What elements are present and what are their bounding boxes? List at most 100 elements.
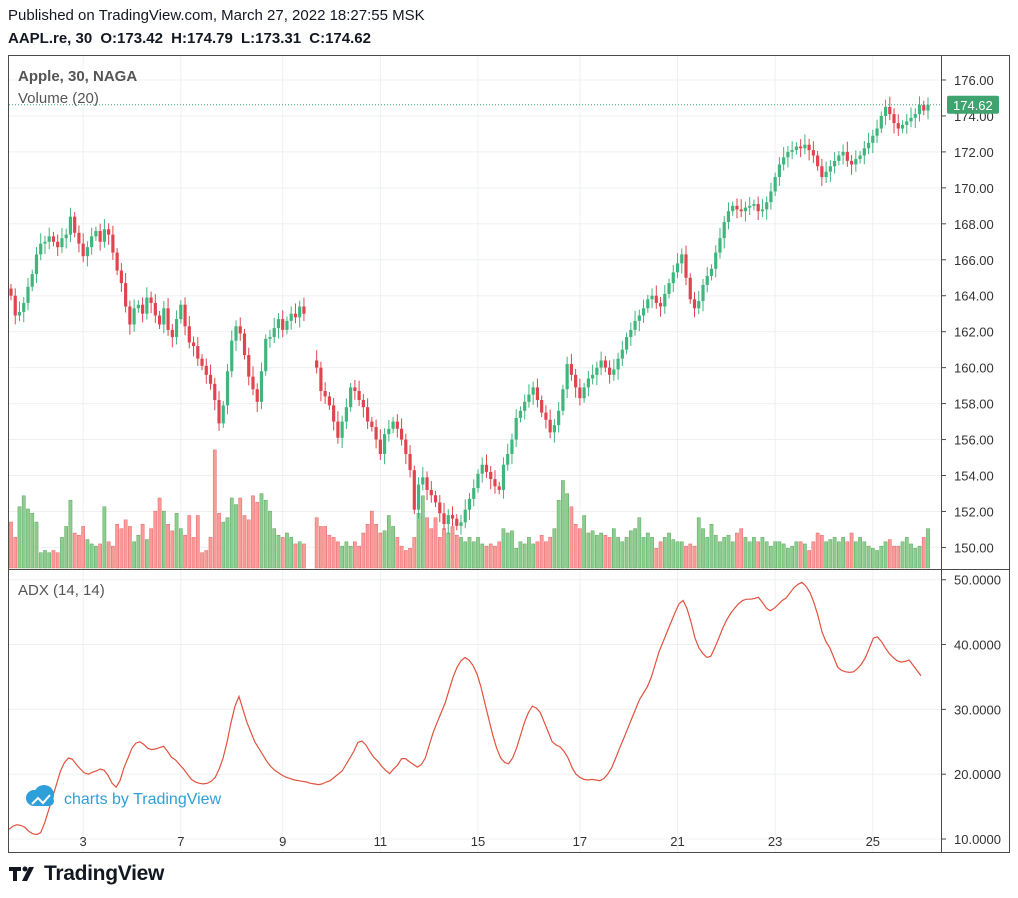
volume-bar (280, 537, 285, 569)
volume-bar (399, 545, 404, 569)
volume-bar (781, 543, 786, 569)
candle-body (841, 151, 845, 156)
candle-body (336, 421, 340, 438)
candle-body (64, 234, 68, 239)
candle-body (247, 355, 251, 377)
candle-body (416, 484, 421, 510)
volume-bar (55, 552, 60, 569)
tradingview-logo[interactable]: TradingView (8, 862, 164, 886)
volume-bar (30, 513, 35, 569)
candle-body (217, 400, 221, 424)
candle-body (463, 509, 467, 523)
volume-bar (849, 532, 854, 569)
candle-body (820, 166, 824, 178)
volume-bar (590, 530, 595, 569)
candle-body (102, 229, 106, 242)
volume-bar (420, 495, 425, 569)
volume-bar (471, 541, 476, 569)
volume-bar (115, 524, 119, 569)
volume-bar (344, 541, 349, 569)
volume-bar (450, 526, 455, 569)
volume-bar (429, 528, 434, 569)
candle-body (276, 319, 281, 329)
candle-body (646, 299, 650, 309)
volume-bar (527, 537, 531, 569)
candle-body (459, 522, 463, 526)
volume-bar (921, 537, 926, 569)
candle-body (773, 177, 777, 192)
candle-body (497, 486, 501, 490)
volume-bar (204, 550, 209, 569)
volume-bar (913, 548, 918, 569)
candle-body (39, 243, 43, 255)
volume-bar (603, 534, 608, 569)
candle-body (166, 308, 170, 330)
candle-body (807, 144, 811, 151)
adx-axis-label: 20.0000 (954, 767, 1001, 782)
close-label: C: (309, 30, 326, 47)
candle-body (433, 495, 438, 503)
volume-bar (853, 541, 858, 569)
candle-body (208, 374, 213, 384)
volume-bar (561, 480, 565, 569)
volume-bar (684, 545, 688, 569)
candle-body (816, 155, 820, 167)
adx-axis-label: 50.0000 (954, 573, 1001, 588)
volume-bar (425, 517, 429, 569)
candle-body (323, 391, 327, 397)
volume-bar (437, 537, 442, 569)
volume-bar (225, 517, 230, 569)
volume-bar (157, 497, 162, 569)
candle-body (726, 211, 731, 223)
candle-body (43, 241, 47, 244)
watermark[interactable]: charts by TradingView (26, 785, 222, 808)
low-label: L: (241, 30, 256, 47)
volume-bar (119, 528, 124, 569)
candle-body (828, 166, 832, 172)
candle-body (408, 453, 412, 471)
volume-bar (645, 532, 650, 569)
candle-body (586, 378, 590, 388)
volume-bar (238, 497, 243, 569)
volume-bar (327, 534, 332, 569)
volume-bar (739, 528, 744, 569)
volume-bar (64, 526, 69, 569)
candle-body (13, 295, 17, 316)
volume-bar (688, 543, 693, 569)
volume-bar (433, 517, 438, 569)
volume-bar (183, 534, 187, 569)
candle-body (272, 328, 276, 338)
candle-body (612, 369, 616, 375)
time-axis-label: 3 (80, 834, 87, 849)
volume-bar (47, 552, 52, 569)
volume-bar (887, 539, 892, 569)
candle-body (344, 407, 348, 422)
volume-bar (858, 537, 862, 569)
candle-body (599, 360, 603, 368)
candle-body (327, 396, 331, 406)
candle-body (404, 439, 408, 454)
candle-body (238, 326, 242, 334)
volume-bar (786, 548, 790, 569)
candle-body (489, 471, 493, 480)
candle-body (709, 268, 714, 276)
adx-pane-title: ADX (14, 14) (18, 582, 105, 599)
volume-bar (875, 550, 879, 569)
volume-bar (607, 537, 612, 569)
volume-bar (353, 541, 357, 569)
volume-bar (573, 524, 578, 569)
candle-body (302, 306, 306, 314)
candle-body (340, 421, 344, 438)
candle-body (9, 288, 13, 296)
volume-bar (38, 552, 43, 569)
candle-body (569, 364, 573, 375)
candle-body (769, 191, 773, 203)
candle-body (523, 401, 527, 411)
volume-bar (357, 545, 361, 569)
candle-body (480, 464, 484, 474)
candle-body (391, 421, 395, 429)
volume-bar (234, 504, 238, 569)
volume-bar (794, 541, 799, 569)
candle-body (455, 518, 459, 526)
